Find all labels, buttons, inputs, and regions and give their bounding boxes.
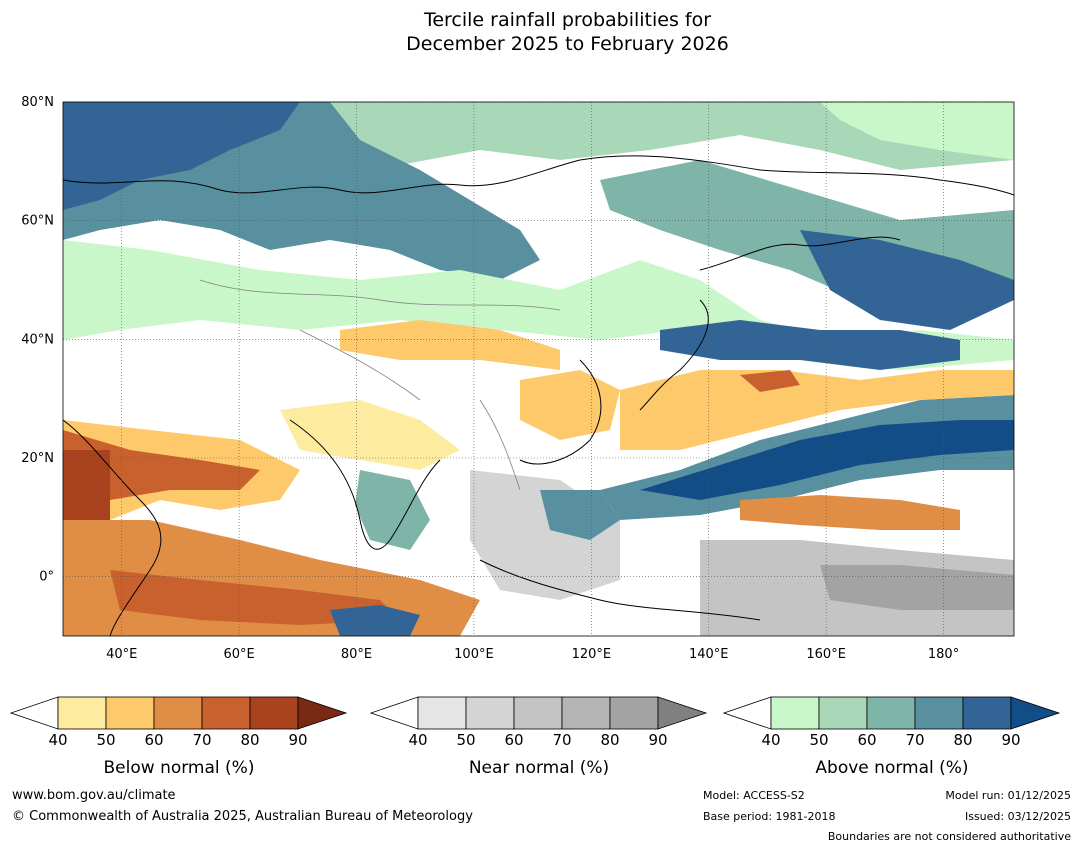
colorbar-arrow-left [723, 696, 772, 730]
colorbar-tick-label: 60 [144, 731, 164, 749]
colorbar-arrow-right [657, 696, 708, 730]
model-run-text: Model run: 01/12/2025 [945, 789, 1071, 802]
colorbar-tick-label: 70 [192, 731, 212, 749]
colorbar-arrow-left [10, 696, 59, 730]
lon-label: 180° [928, 647, 959, 662]
lon-label: 120°E [572, 647, 612, 662]
colorbar-tick-label: 60 [857, 731, 877, 749]
legend-ticks-near: 40 50 60 70 80 90 [370, 731, 708, 751]
colorbar-tick-label: 70 [905, 731, 925, 749]
colorbar-tick-label: 80 [953, 731, 973, 749]
map-frame [62, 101, 1015, 637]
colorbar-segment [153, 696, 203, 730]
kamchatka-above-dark [800, 230, 1014, 330]
pacific-above-dark [640, 420, 1014, 500]
map-field [63, 102, 1014, 636]
chart-title: Tercile rainfall probabilities for Decem… [0, 8, 1081, 56]
colorbar-tick-label: 40 [48, 731, 68, 749]
bay-bengal-above [355, 470, 430, 550]
legend-label-below: Below normal (%) [103, 758, 255, 778]
colorbar-segment [201, 696, 251, 730]
indian-ocean-below-strong [110, 570, 400, 625]
arctic-above-light [820, 102, 1014, 160]
title-line-2: December 2025 to February 2026 [406, 33, 729, 55]
colorbar-tick-label: 40 [761, 731, 781, 749]
base-period-text: Base period: 1981-2018 [703, 810, 836, 823]
colorbar-segment [513, 696, 563, 730]
lon-label: 60°E [223, 647, 254, 662]
china-below [340, 320, 560, 370]
lon-label: 160°E [806, 647, 846, 662]
lat-label: 20°N [21, 451, 54, 466]
title-line-1: Tercile rainfall probabilities for [423, 9, 712, 31]
legend-below-normal: 40 50 60 70 80 90 Below normal (%) [10, 690, 348, 778]
legend-label-above: Above normal (%) [815, 758, 969, 778]
latitude-labels: 80°N 60°N 40°N 20°N 0° [21, 95, 54, 585]
colorbar-tick-label: 50 [96, 731, 116, 749]
issued-text: Issued: 03/12/2025 [964, 810, 1071, 823]
lon-label: 100°E [454, 647, 494, 662]
legend-ticks-below: 40 50 60 70 80 90 [10, 731, 348, 751]
colorbar-segment [57, 696, 107, 730]
arabia-below-strong [63, 430, 260, 510]
legend-ticks-above: 40 50 60 70 80 90 [723, 731, 1061, 751]
colorbar-segment [417, 696, 467, 730]
colorbar-arrow-right [297, 696, 348, 730]
colorbar-tick-label: 60 [504, 731, 524, 749]
longitude-labels: 40°E 60°E 80°E 100°E 120°E 140°E 160°E 180° [106, 647, 959, 662]
tropical-pacific-below [740, 495, 960, 530]
siberia-above-dark [63, 102, 300, 210]
colorbar-segment [249, 696, 299, 730]
lat-label: 0° [39, 570, 54, 585]
colorbar-tick-label: 80 [600, 731, 620, 749]
indonesia-above [540, 490, 620, 540]
equatorial-near-strong [820, 565, 1014, 610]
coastlines [63, 155, 1014, 636]
india-north-below [280, 400, 460, 470]
colorbar-segment [962, 696, 1012, 730]
lon-label: 140°E [689, 647, 729, 662]
colorbar-tick-label: 70 [552, 731, 572, 749]
lat-label: 80°N [21, 95, 54, 110]
colorbar-tick-label: 80 [240, 731, 260, 749]
lat-label: 60°N [21, 214, 54, 229]
lon-label: 40°E [106, 647, 137, 662]
colorbar-segment [465, 696, 515, 730]
legend-near-normal: 40 50 60 70 80 90 Near normal (%) [370, 690, 708, 778]
model-text: Model: ACCESS-S2 [703, 789, 805, 802]
boundaries [199, 279, 561, 491]
colorbar-segment [561, 696, 611, 730]
colorbar-segment [866, 696, 916, 730]
colorbar-tick-label: 50 [809, 731, 829, 749]
website-link[interactable]: www.bom.gov.au/climate [12, 788, 176, 803]
colorbar-tick-label: 50 [456, 731, 476, 749]
colorbar-segment [770, 696, 820, 730]
legend-above-normal: 40 50 60 70 80 90 Above normal (%) [723, 690, 1061, 778]
colorbar-tick-label: 90 [288, 731, 308, 749]
boundaries-note: Boundaries are not considered authoritat… [827, 830, 1071, 843]
china-east-below [520, 370, 620, 440]
colorbar-near [370, 696, 708, 730]
colorbar-tick-label: 40 [408, 731, 428, 749]
pacific-below [620, 370, 1014, 450]
colorbar-tick-label: 90 [1001, 731, 1021, 749]
colorbar-below [10, 696, 348, 730]
colorbar-segment [105, 696, 155, 730]
rainfall-map: 80°N 60°N 40°N 20°N 0° 40°E 60°E 80°E 100°E 120°… [21, 95, 1015, 662]
colorbar-segment [914, 696, 964, 730]
colorbar-above [723, 696, 1061, 730]
lat-label: 40°N [21, 332, 54, 347]
pacific-below-strong [740, 370, 800, 392]
legend-label-near: Near normal (%) [468, 758, 610, 778]
colorbar-segment [609, 696, 659, 730]
lon-label: 80°E [341, 647, 372, 662]
colorbar-arrow-left [370, 696, 419, 730]
colorbar-tick-label: 90 [648, 731, 668, 749]
colorbar-segment [818, 696, 868, 730]
indian-ocean-above [330, 605, 420, 636]
japan-above [660, 320, 960, 370]
colorbar-arrow-right [1010, 696, 1061, 730]
copyright-text: © Commonwealth of Australia 2025, Austra… [12, 809, 473, 824]
